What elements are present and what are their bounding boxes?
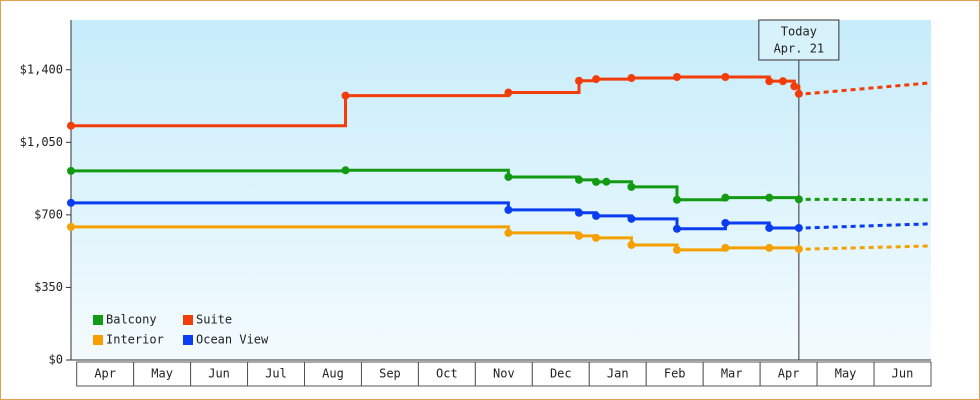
x-tick-label: Feb (664, 367, 686, 381)
x-tick-label: Oct (436, 367, 458, 381)
point (672, 195, 681, 204)
point (575, 208, 584, 217)
point (765, 77, 774, 86)
today-label: Today (781, 25, 817, 39)
point (592, 75, 601, 84)
legend-label: Balcony (106, 313, 157, 327)
legend-swatch (183, 335, 193, 345)
point (627, 182, 636, 191)
legend-swatch (93, 335, 103, 345)
x-tick-label: Jun (892, 367, 914, 381)
y-tick-label: $350 (34, 280, 63, 294)
x-tick-label: Jun (208, 367, 230, 381)
point (602, 177, 611, 186)
point (67, 222, 75, 231)
legend-label: Ocean View (196, 333, 269, 347)
legend-label: Suite (196, 313, 232, 327)
x-tick-label: May (835, 367, 857, 381)
legend-swatch (183, 315, 193, 325)
point (504, 88, 513, 97)
point (504, 172, 513, 181)
forecast-line (805, 222, 932, 230)
point (721, 243, 730, 252)
x-tick-label: Aug (322, 367, 344, 381)
point (341, 91, 350, 100)
point (67, 121, 75, 130)
point (794, 223, 803, 232)
x-tick-label: Dec (550, 367, 572, 381)
month-cell (588, 361, 647, 387)
point (794, 195, 803, 204)
today-box (758, 19, 840, 61)
point (672, 245, 681, 254)
y-tick-label: $0 (49, 353, 63, 367)
point (790, 82, 799, 91)
month-cell (76, 361, 135, 387)
x-tick-label: May (151, 367, 173, 381)
point (765, 193, 774, 202)
point (721, 218, 730, 227)
point (575, 175, 584, 184)
point (627, 214, 636, 223)
y-tick-label: $700 (34, 207, 63, 221)
today-date: Apr. 21 (774, 42, 825, 56)
point (778, 77, 787, 86)
point (504, 228, 513, 237)
x-tick-label: Jul (265, 367, 287, 381)
month-cell (873, 361, 932, 387)
month-cell (133, 361, 192, 387)
forecast-line (805, 81, 932, 96)
legend-label: Interior (106, 333, 164, 347)
point (794, 89, 803, 98)
point (67, 166, 75, 175)
point (592, 233, 601, 242)
point (592, 211, 601, 220)
y-tick-label: $1,050 (20, 135, 63, 149)
forecast-line (805, 244, 932, 251)
x-tick-label: Apr (94, 367, 116, 381)
point (575, 76, 584, 85)
point (627, 240, 636, 249)
x-tick-label: Mar (721, 367, 743, 381)
point (765, 243, 774, 252)
y-tick-label: $1,400 (20, 62, 63, 76)
x-tick-label: Nov (493, 367, 515, 381)
month-cell (474, 361, 533, 387)
legend-swatch (93, 315, 103, 325)
month-cell (304, 361, 362, 387)
x-tick-label: Jan (607, 367, 629, 381)
point (765, 223, 774, 232)
x-tick-label: Sep (379, 367, 401, 381)
point (721, 73, 730, 82)
point (341, 166, 350, 175)
month-cell (247, 361, 306, 387)
point (592, 177, 601, 186)
point (721, 193, 730, 202)
point (575, 231, 584, 240)
point (67, 198, 75, 207)
point (504, 205, 513, 214)
month-cell (190, 361, 249, 387)
plot-area (71, 20, 931, 360)
point (672, 224, 681, 233)
point (794, 245, 803, 254)
month-cell (759, 361, 818, 387)
month-cell (702, 361, 761, 387)
x-tick-label: Apr (778, 367, 800, 381)
point (627, 74, 636, 83)
point (672, 73, 681, 82)
